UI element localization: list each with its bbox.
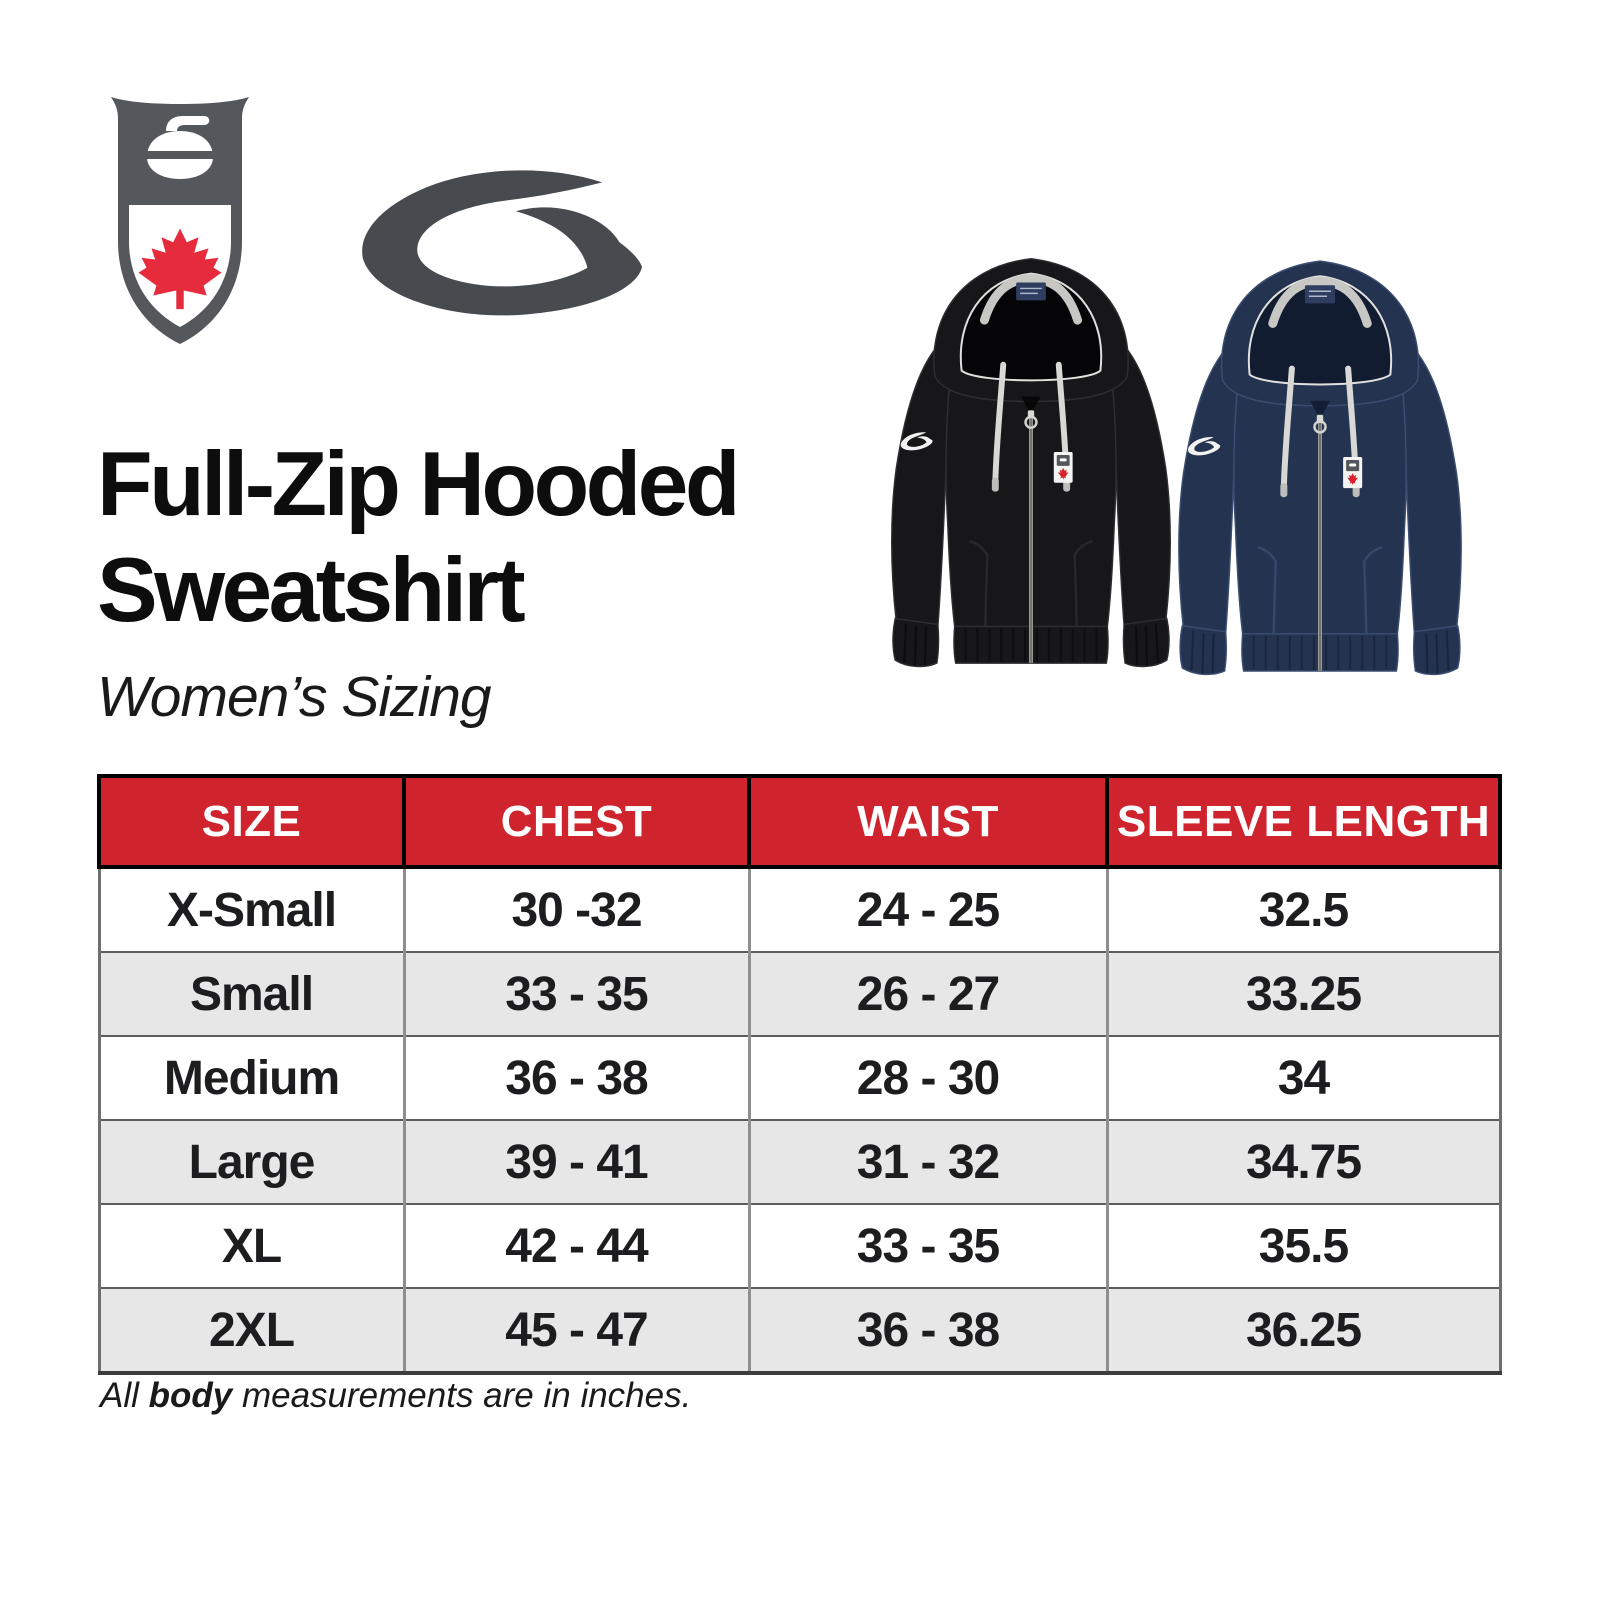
sizing-table-body: X-Small 30 -32 24 - 25 32.5 Small 33 - 35 26 -… <box>99 866 1500 1373</box>
measurement-cell: 36.25 <box>1105 1287 1500 1373</box>
measurement-cell: 26 - 27 <box>747 951 1107 1036</box>
measurement-cell: 32.5 <box>1105 866 1500 952</box>
measurement-cell: 33 - 35 <box>402 951 749 1036</box>
title-line1: Full-Zip Hooded <box>97 434 740 535</box>
table-row: X-Small 30 -32 24 - 25 32.5 <box>99 866 1500 952</box>
measurement-cell: 45 - 47 <box>402 1287 749 1373</box>
sizing-table-header-row: SIZE CHEST WAIST SLEEVE LENGTH <box>97 774 1502 869</box>
table-row: Large 39 - 41 31 - 32 34.75 <box>99 1119 1500 1204</box>
measurement-cell: 35.5 <box>1105 1203 1500 1288</box>
size-cell: XL <box>99 1203 404 1288</box>
size-cell: Large <box>99 1119 404 1204</box>
footnote-prefix: All <box>100 1376 149 1415</box>
navy-hoodie-image <box>1166 228 1474 680</box>
measurement-cell: 33.25 <box>1105 951 1500 1036</box>
title-line2: Sweatshirt <box>97 540 526 642</box>
size-cell: 2XL <box>99 1287 404 1373</box>
footnote-bold-word: body <box>148 1376 233 1415</box>
measurement-cell: 24 - 25 <box>747 866 1107 952</box>
footnote: All body measurements are in inches. <box>100 1376 691 1416</box>
measurement-cell: 30 -32 <box>402 866 749 952</box>
measurement-cell: 31 - 32 <box>747 1119 1107 1204</box>
measurement-cell: 36 - 38 <box>402 1035 749 1120</box>
table-row: XL 42 - 44 33 - 35 35.5 <box>99 1203 1500 1288</box>
table-row: Small 33 - 35 26 - 27 33.25 <box>99 951 1500 1036</box>
size-cell: X-Small <box>99 866 404 952</box>
measurement-cell: 34.75 <box>1105 1119 1500 1204</box>
black-hoodie-image <box>882 226 1180 672</box>
size-cell: Small <box>99 951 404 1036</box>
table-row: 2XL 45 - 47 36 - 38 36.25 <box>99 1287 1500 1373</box>
size-cell: Medium <box>99 1035 404 1120</box>
measurement-cell: 33 - 35 <box>747 1203 1107 1288</box>
measurement-cell: 42 - 44 <box>402 1203 749 1288</box>
curling-canada-logo <box>111 97 249 344</box>
page-title: Full-Zip Hooded Sweatshirt <box>97 432 740 645</box>
column-header: CHEST <box>403 774 751 869</box>
column-header: WAIST <box>748 774 1109 869</box>
column-header: SIZE <box>97 774 406 869</box>
column-header: SLEEVE LENGTH <box>1106 774 1502 869</box>
maple-leaf-icon <box>138 228 222 310</box>
measurement-cell: 36 - 38 <box>747 1287 1107 1373</box>
goldline-logo <box>362 170 643 316</box>
table-row: Medium 36 - 38 28 - 30 34 <box>99 1035 1500 1120</box>
page-subtitle: Women’s Sizing <box>97 665 492 729</box>
measurement-cell: 34 <box>1105 1035 1500 1120</box>
footnote-suffix: measurements are in inches. <box>232 1376 692 1415</box>
g-swoosh-icon <box>362 170 643 316</box>
curling-stone-icon <box>147 116 213 179</box>
measurement-cell: 39 - 41 <box>402 1119 749 1204</box>
sizing-table: SIZE CHEST WAIST SLEEVE LENGTH X-Small 30 -3… <box>97 774 1502 1375</box>
measurement-cell: 28 - 30 <box>747 1035 1107 1120</box>
